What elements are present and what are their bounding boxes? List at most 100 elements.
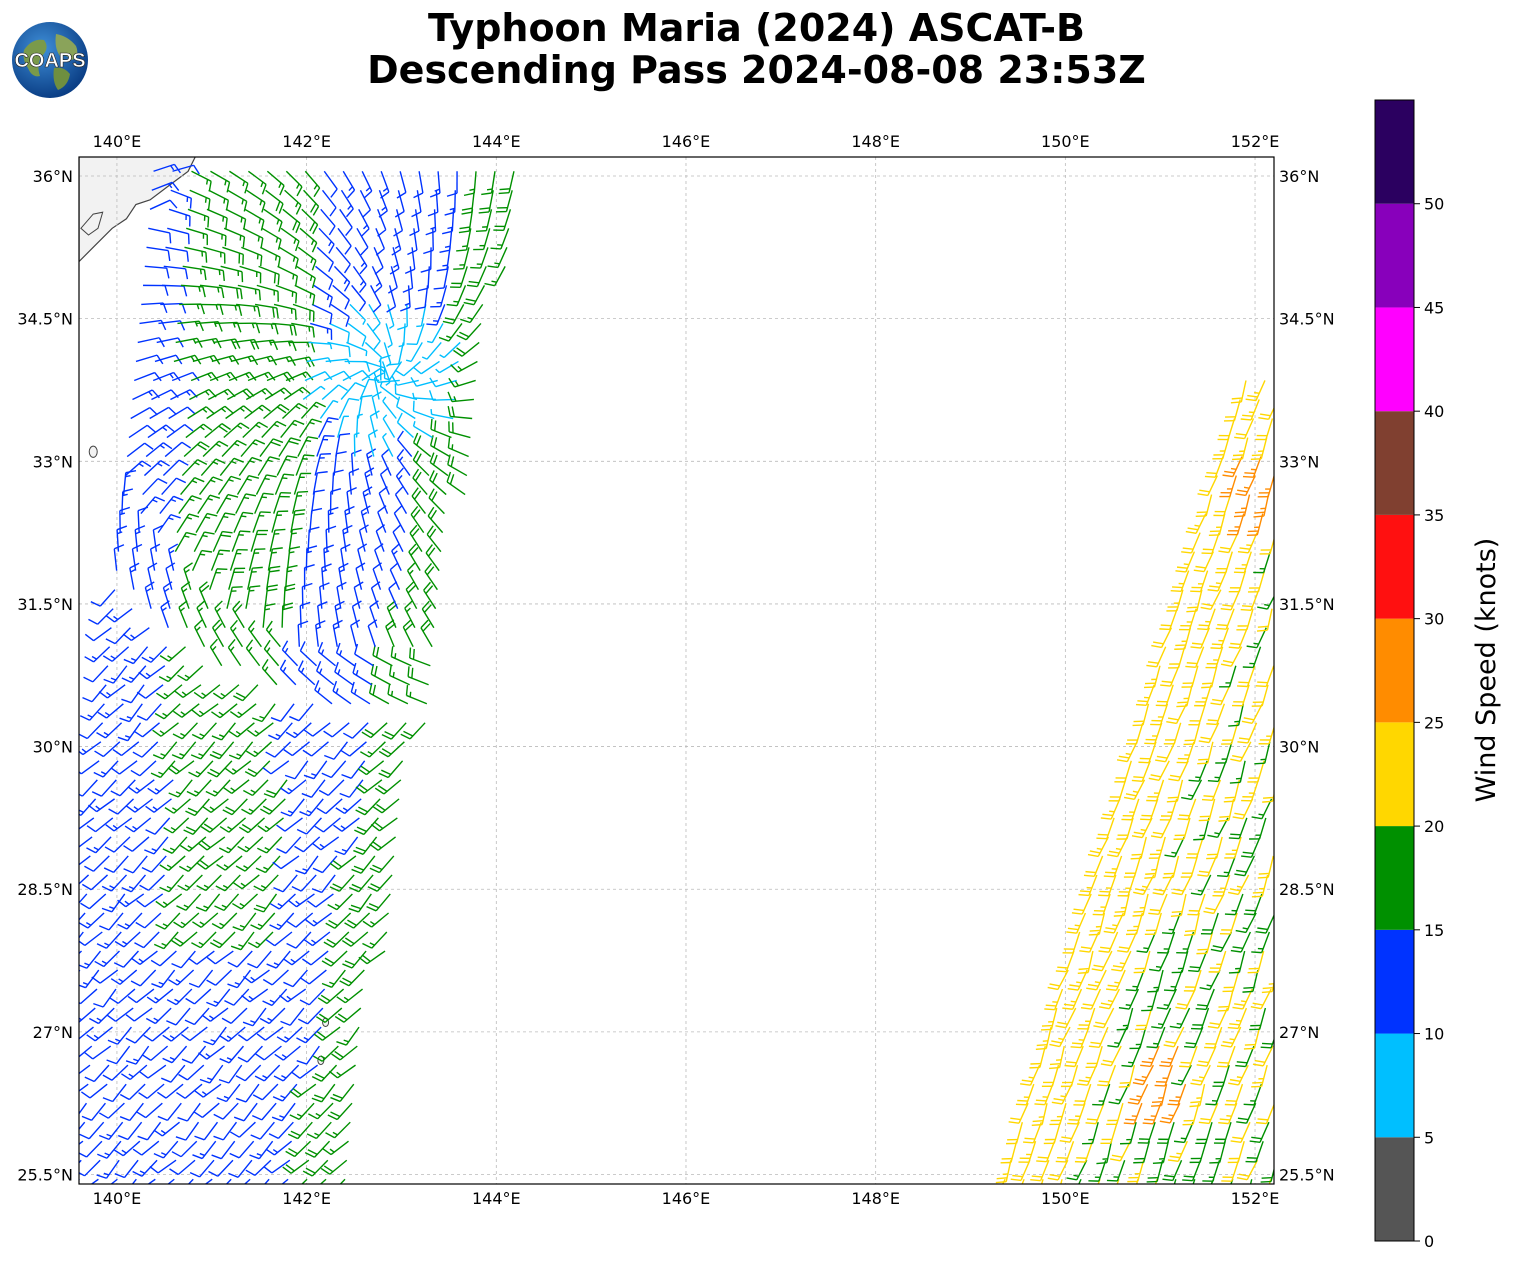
barb-flag [1203,795,1214,798]
barb-flag [145,805,155,813]
barb-flag [130,980,141,987]
barb-shaft [151,1026,170,1042]
barb-flag [1243,913,1255,916]
barb-shaft [393,512,406,533]
barb-flag [168,406,177,415]
barb-shaft [333,741,349,760]
barb-half-flag [271,551,277,554]
wind-barb [346,341,368,357]
wind-barb [304,1140,331,1158]
wind-barb [995,1160,1012,1184]
barb-flag [287,899,297,908]
barb-half-flag [275,237,279,243]
wind-barb [166,424,194,439]
wind-barb [297,1007,324,1025]
barb-flag [1167,796,1179,799]
wind-barb [411,190,422,218]
wind-barb [288,527,303,552]
barb-flag [424,562,433,572]
barb-flag [252,1094,263,1101]
barb-flag [431,491,438,502]
barb-half-flag [332,1131,338,1136]
barb-flag [1251,951,1262,954]
wind-barb [221,439,247,458]
wind-barb [203,246,226,264]
barb-flag [355,786,365,794]
barb-half-flag [148,391,153,397]
barb-half-flag [305,439,312,442]
barb-flag [174,690,184,699]
barb-shaft [350,625,357,647]
barb-flag [227,983,238,989]
barb-flag [152,729,162,737]
barb-flag [141,1054,152,1061]
barb-shaft [355,415,359,438]
barb-half-flag [454,381,460,387]
barb-half-flag [169,1035,175,1040]
barb-shaft [381,361,391,383]
barb-shaft [191,1045,207,1064]
barb-flag [86,1034,96,1042]
barb-half-flag [309,293,312,299]
barb-half-flag [264,608,271,611]
wind-barb [157,1102,182,1121]
wind-barb [358,524,369,552]
barb-shaft [244,1064,262,1082]
barb-half-flag [215,443,221,448]
barb-flag [328,919,339,927]
wind-barb [123,836,150,852]
barb-flag [1200,1117,1211,1121]
barb-half-flag [320,649,325,655]
barb-half-flag [300,667,305,673]
wind-barb [79,950,83,955]
wind-barb [355,562,366,590]
barb-half-flag [268,340,273,346]
barb-flag [1144,876,1155,879]
barb-flag [375,646,380,658]
barb-half-flag [154,788,160,793]
wind-barb [112,741,140,757]
barb-flag [224,235,227,247]
barb-shaft [319,1178,327,1184]
wind-barb [148,227,172,244]
barb-half-flag [199,733,205,737]
barb-shaft [1116,1179,1120,1184]
barb-half-flag [334,903,341,908]
barb-flag [409,230,420,237]
barb-flag [1049,1173,1060,1178]
barb-shaft [152,529,158,552]
wind-barb [289,341,316,353]
barb-shaft [413,410,435,420]
barb-shaft [90,874,109,891]
barb-flag [327,904,338,911]
barb-half-flag [193,790,200,794]
barb-half-flag [198,753,204,757]
barb-shaft [95,817,114,833]
barb-flag [1078,1079,1090,1083]
wind-barb [150,760,176,779]
barb-shaft [375,530,385,552]
barb-shaft [187,1178,194,1184]
barb-flag [256,1033,266,1041]
barb-flag [262,1188,271,1194]
wind-barb [331,1045,358,1061]
barb-shaft [48,1141,64,1156]
barb-flag [1051,1101,1063,1105]
barb-half-flag [248,808,254,813]
barb-shaft [113,836,131,853]
barb-shaft [379,385,399,401]
barb-flag [1008,1121,1020,1124]
barb-flag [64,1072,72,1078]
wind-barb [1078,1178,1082,1184]
barb-half-flag [412,392,415,399]
barb-flag [1188,779,1200,782]
wind-barb [300,969,327,985]
barb-flag [209,494,221,499]
wind-barb [266,371,295,383]
barb-half-flag [119,512,126,516]
barb-half-flag [306,550,313,554]
wind-barb [1137,1121,1156,1144]
barb-flag [987,1194,997,1196]
wind-barb [1162,1159,1183,1182]
barb-half-flag [133,806,139,811]
